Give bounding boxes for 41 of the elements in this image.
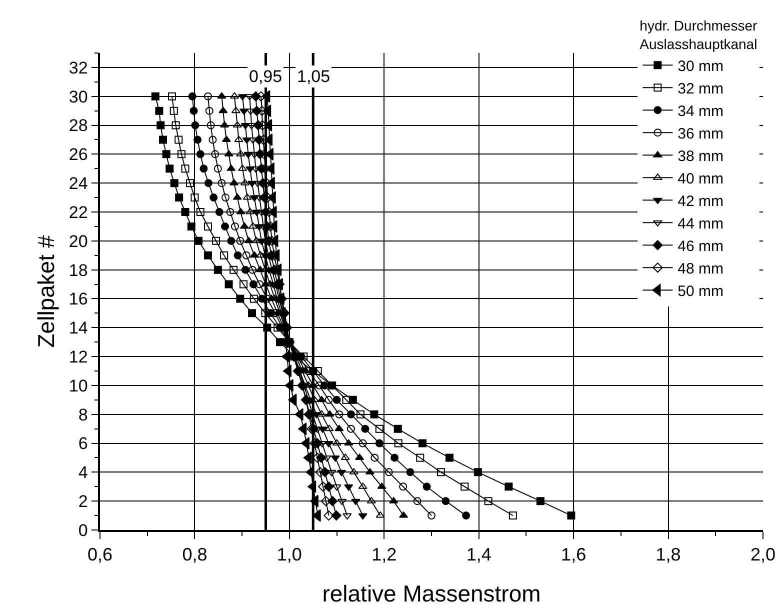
x-tick-label: 1,2: [372, 544, 397, 564]
y-tick-label: 12: [68, 348, 88, 366]
y-tick-label: 28: [68, 116, 88, 136]
legend-label: 36 mm: [678, 125, 724, 142]
legend-label: 48 mm: [678, 260, 724, 278]
x-tick-label: 1,0: [276, 544, 302, 564]
y-tick-label: 20: [68, 232, 88, 251]
x-axis-title: relative Massenstrom: [322, 580, 541, 606]
x-tick-label: 0,8: [182, 544, 208, 564]
ref-line-label: 0,95: [249, 67, 282, 86]
legend-label: 40 mm: [678, 170, 724, 188]
y-tick-label: 16: [68, 290, 88, 309]
legend-label: 42 mm: [678, 192, 724, 210]
legend-label: 46 mm: [678, 238, 724, 255]
x-tick-label: 2,0: [750, 544, 776, 564]
y-tick-label: 24: [68, 174, 88, 194]
y-tick-label: 6: [78, 434, 88, 454]
x-tick-label: 1,4: [466, 544, 492, 564]
legend-label: 30 mm: [678, 58, 724, 75]
y-tick-label: 2: [78, 492, 88, 512]
y-tick-label: 8: [78, 405, 88, 424]
y-tick-label: 22: [68, 202, 88, 222]
y-tick-label: 4: [78, 463, 88, 482]
y-axis-title: Zellpaket #: [32, 235, 59, 348]
legend-label: 44 mm: [678, 215, 724, 232]
legend-label: 34 mm: [678, 102, 724, 120]
legend-label: 38 mm: [678, 148, 724, 165]
y-tick-label: 30: [68, 87, 88, 106]
y-tick-label: 0: [78, 520, 88, 540]
y-tick-label: 10: [68, 376, 88, 396]
legend-label: 50 mm: [678, 282, 724, 300]
x-tick-label: 1,8: [656, 544, 681, 564]
y-tick-label: 14: [68, 318, 88, 338]
y-tick-label: 26: [68, 145, 88, 164]
x-tick-label: 1,6: [561, 544, 586, 564]
y-tick-label: 32: [68, 58, 88, 78]
ref-line-label: 1,05: [297, 67, 330, 86]
y-tick-label: 18: [68, 260, 88, 280]
legend-label: 32 mm: [678, 80, 724, 98]
legend-title: hydr. Durchmesser Auslasshauptkanal: [640, 18, 758, 52]
x-tick-label: 0,6: [87, 544, 113, 564]
